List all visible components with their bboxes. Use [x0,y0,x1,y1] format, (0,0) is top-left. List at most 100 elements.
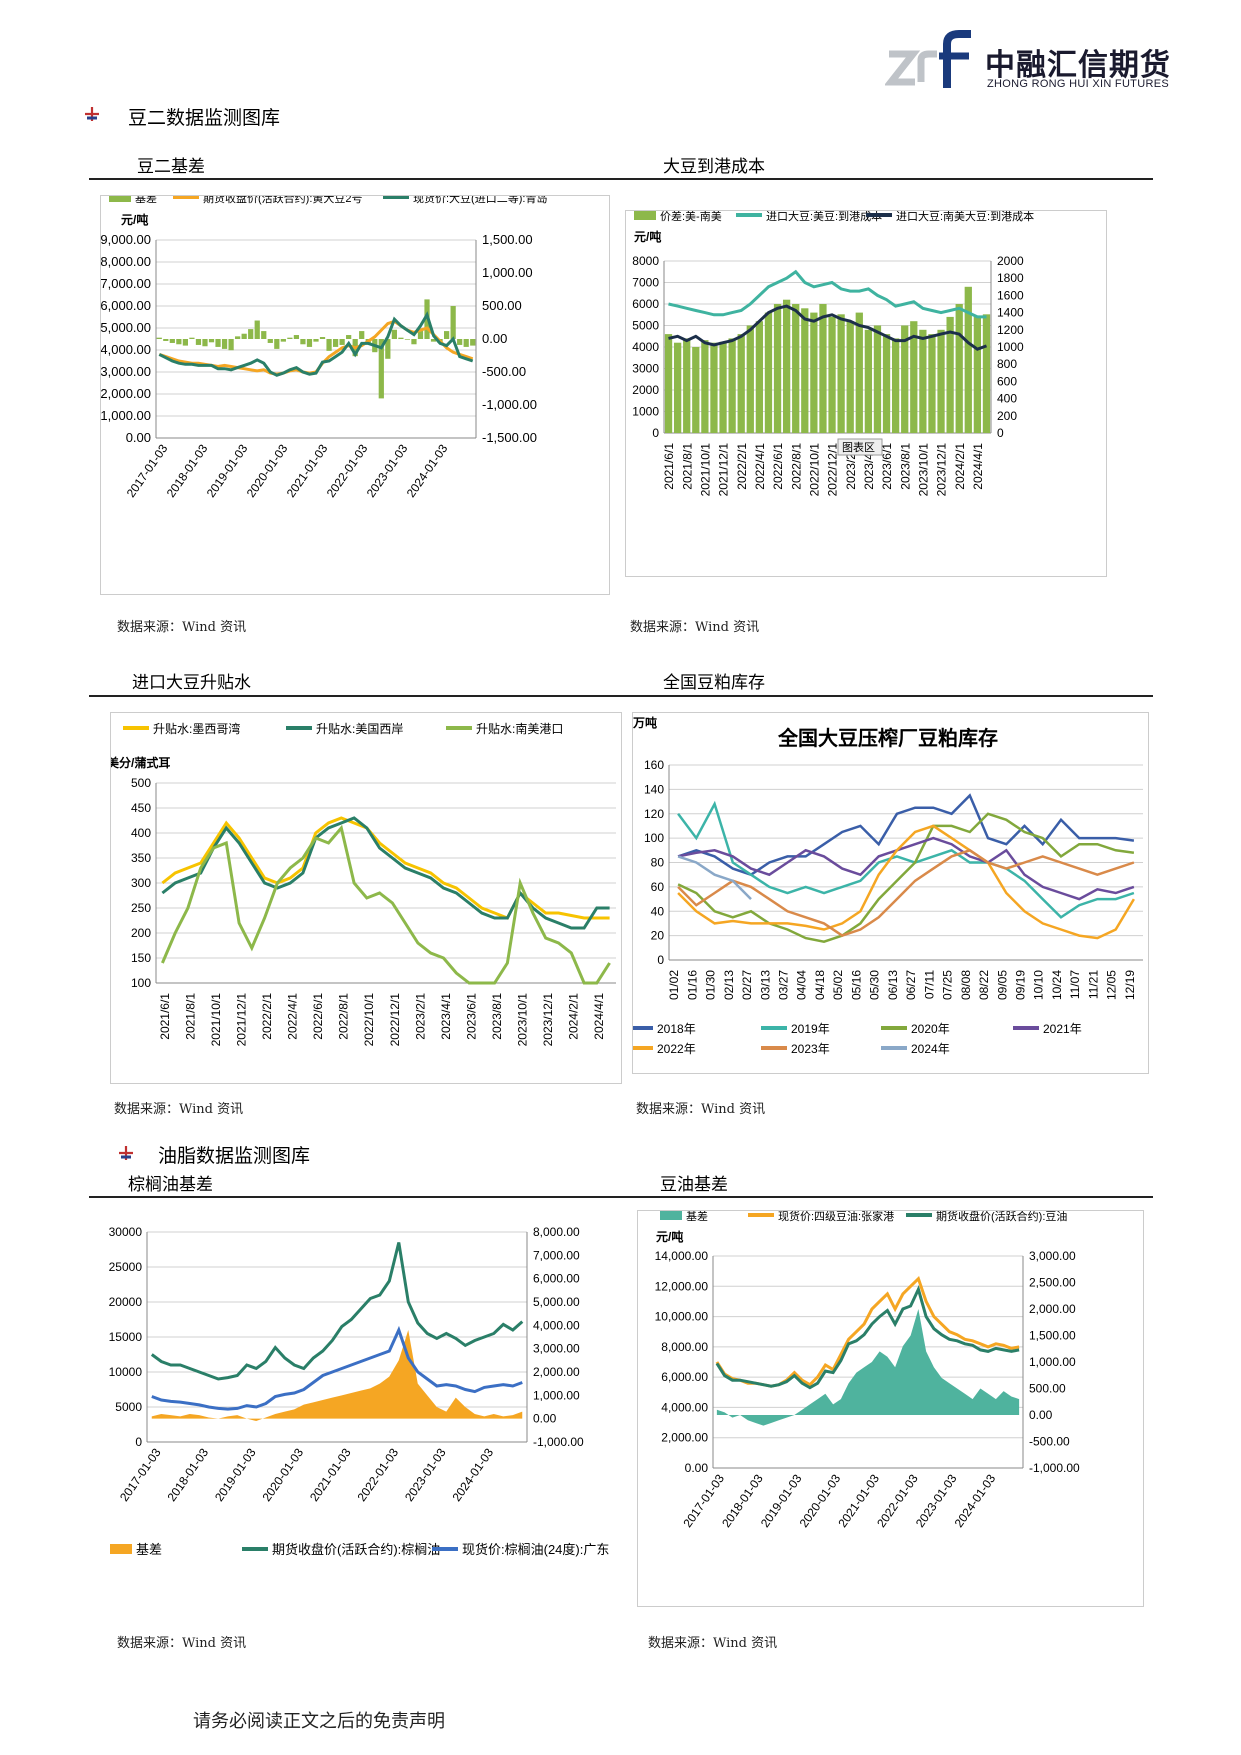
bar-mark [728,338,736,433]
y-tick-label: 3,000.00 [101,364,151,379]
y2-tick-label: 2,500.00 [1029,1276,1076,1290]
bar-mark [202,339,208,347]
chart-palm-basis: 30000 25000 20000 15000 10000 5000 0 8,000.00 7,… [109,1225,610,1557]
x-tick-label: 2017-01-03 [117,1445,164,1504]
x-tick-label: 2021/8/1 [183,993,197,1040]
divider [89,1196,1153,1198]
chart-title: 进口大豆升贴水 [132,673,251,693]
x-tick-label: 08/08 [959,970,973,1000]
y-tick-label: 2000 [632,383,659,397]
legend-label: 现货价:棕榈油(24度):广东 [462,1542,609,1557]
bar-mark [964,286,972,433]
bar-mark [169,339,175,343]
bar-mark [801,308,809,433]
y2-tick-label: 0 [997,426,1004,440]
x-tick-label: 2021/10/1 [209,993,223,1047]
series-line [677,824,1135,940]
y2-tick-label: 200 [997,409,1017,423]
footer-disclaimer: 请务必阅读正文之后的免责声明 [193,1711,445,1732]
bar-mark [973,316,982,433]
y2-tick-label: -1,000.00 [482,397,537,412]
divider [89,695,1153,697]
y2-tick-label: 1,000.00 [533,1388,580,1402]
y-tick-label: 140 [644,782,664,796]
bar-mark [391,329,397,339]
y-tick-label: 4000 [632,340,659,354]
company-name-cn: 中融汇信期货 [985,48,1171,83]
series-line [161,816,610,920]
legend-label: 升贴水:墨西哥湾 [153,721,240,736]
bar-mark [450,306,456,339]
x-tick-label: 2023/12/1 [541,993,555,1047]
y-tick-label: 25000 [109,1260,143,1274]
y2-tick-label: 1800 [997,271,1024,285]
y-tick-label: 4,000.00 [661,1400,708,1414]
bar-mark [300,339,306,345]
bar-mark [928,334,936,433]
x-tick-label: 04/18 [813,970,827,1000]
bar-mark [293,335,300,339]
annotation-label: 图表区 [842,440,875,454]
y-tick-label: 10,000.00 [655,1310,709,1324]
bar-mark [411,339,417,345]
y-tick-label: 7000 [632,276,659,290]
bar-mark [873,325,882,433]
x-tick-label: 2022/10/1 [807,443,821,497]
y2-tick-label: 4,000.00 [533,1318,580,1332]
y-tick-label: 0 [135,1435,142,1449]
x-tick-label: 2018-01-03 [165,1445,212,1504]
y-tick-label: 30000 [109,1225,143,1239]
bar-mark [378,339,384,399]
x-tick-label: 03/13 [758,970,772,1000]
bar-mark [846,321,854,433]
bar-mark [254,320,260,339]
x-tick-label: 06/13 [886,970,900,1000]
x-tick-label: 2024/2/1 [567,993,581,1040]
series-line [677,793,1135,877]
x-tick-label: 2023/8/1 [490,993,504,1040]
x-tick-label: 02/13 [722,970,736,1000]
y2-tick-label: -1,000.00 [533,1435,584,1449]
y2-tick-label: 1000 [997,340,1024,354]
legend-label: 现货价:大豆(进口二等):青岛 [413,196,547,205]
y2-tick-label: -500.00 [1029,1435,1070,1449]
series-line [677,836,1135,901]
y-tick-label: 10000 [109,1365,143,1379]
series-line [677,855,752,900]
x-tick-label: 01/02 [667,970,681,1000]
y2-tick-label: 0.00 [482,331,507,346]
bar-mark [457,339,463,345]
y2-tick-label: 1,000.00 [482,265,533,280]
y-tick-label: 9,000.00 [101,232,151,247]
series-line [677,812,1135,943]
bar-mark [176,339,182,345]
bar-mark [221,339,228,349]
y-tick-label: 250 [131,901,151,915]
y2-tick-label: 600 [997,374,1017,388]
bar-mark [864,329,873,433]
series-line [151,1325,523,1411]
bar-mark [319,337,326,339]
legend-label: 2022年 [657,1042,696,1056]
x-tick-label: 2022/8/1 [337,993,351,1040]
chart-title: 大豆到港成本 [663,157,765,177]
y-tick-label: 350 [131,851,151,865]
legend-label: 升贴水:美国西岸 [316,722,403,736]
y-tick-label: 1000 [632,405,659,419]
bar-mark [855,312,863,433]
x-tick-label: 07/25 [941,970,955,1000]
x-tick-label: 2021-01-03 [307,1445,354,1504]
legend-label: 2020年 [911,1022,950,1036]
y-tick-label: 0 [657,953,664,967]
bar-mark [470,339,476,346]
chart-panel: 160 140 120 100 80 60 40 20 0 01/02 01/16 01/30 02/1… [627,712,1149,1074]
legend-label: 期货收盘价(活跃合约):黄大豆2号 [203,196,363,205]
bar-mark [417,328,424,339]
chart-title: 豆二基差 [137,157,205,177]
x-tick-label: 04/04 [795,970,809,1000]
bar-mark [267,339,273,343]
bar-mark [228,339,234,351]
y2-tick-label: 0.00 [1029,1408,1053,1422]
y2-tick-label: -500.00 [482,364,526,379]
x-tick-label: 2023-01-03 [402,1445,449,1504]
